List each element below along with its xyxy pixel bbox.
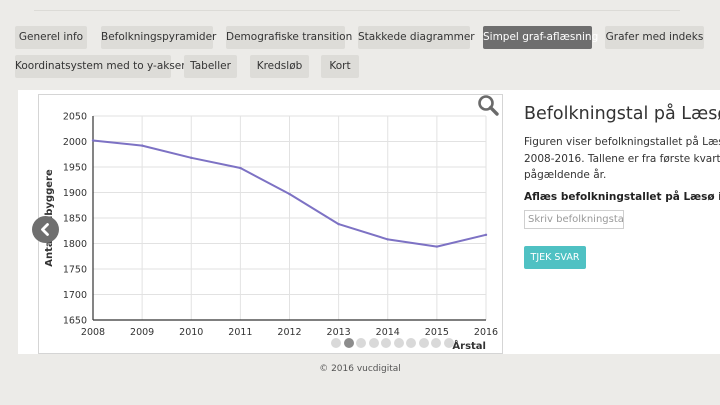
nav-grafer-med-indeks-button[interactable]: Grafer med indeks: [605, 26, 704, 49]
carousel-dot[interactable]: [443, 338, 454, 348]
nav-tabeller-button[interactable]: Tabeller: [184, 55, 237, 78]
data-point: [435, 245, 439, 248]
nav-demografiske-transition-button[interactable]: Demografiske transition: [226, 26, 352, 49]
nav-simpel-graf-aflaesning-button[interactable]: Simpel graf-aflæsning: [483, 26, 598, 49]
x-tick-label: 2015: [425, 327, 449, 338]
carousel-dot[interactable]: [393, 338, 404, 348]
side-description-line: pågældende år.: [524, 169, 607, 181]
x-tick-label: 2009: [130, 327, 154, 338]
data-point: [91, 139, 95, 142]
x-tick-label: 2016: [474, 327, 498, 338]
footer-copyright: © 2016 vucdigital: [319, 364, 401, 374]
x-axis-label: Årstal: [452, 339, 486, 352]
side-description: Figuren viser befolkningstallet på Læsø …: [524, 134, 720, 184]
x-tick-label: 2008: [81, 327, 105, 338]
y-tick-label: 1850: [63, 214, 87, 225]
data-point: [239, 166, 242, 170]
side-description-line: 2008-2016. Tallene er fra første kvartal…: [524, 152, 720, 165]
magnifier-icon: [478, 95, 499, 116]
y-tick-label: 1700: [63, 290, 87, 301]
y-tick-label: 1950: [63, 163, 87, 174]
y-tick-label: 1900: [63, 188, 87, 199]
chart-frame: 1650 1700 1750 1800 1850 1900 1950 2000 2050 2008…: [38, 94, 503, 354]
question-text: Aflæs befolkningstallet på Læsø i 2011.: [524, 191, 720, 203]
nav-koordinatsystem-button[interactable]: Koordinatsystem med to y-akser: [15, 55, 186, 78]
check-answer-button[interactable]: TJEK SVAR: [524, 246, 586, 269]
x-tick-label: 2013: [327, 327, 351, 338]
carousel-dot[interactable]: [381, 338, 391, 348]
data-point: [140, 144, 144, 147]
answer-input[interactable]: [524, 210, 624, 229]
y-tick-label: 2050: [63, 112, 87, 123]
data-point: [337, 222, 340, 226]
x-tick-label: 2011: [228, 327, 252, 338]
carousel-dot[interactable]: [368, 338, 379, 348]
population-line-chart: 1650 1700 1750 1800 1850 1900 1950 2000 2050 2008…: [44, 112, 498, 353]
zoom-button[interactable]: [477, 94, 501, 118]
carousel-dot[interactable]: [431, 338, 441, 348]
carousel-dot[interactable]: [343, 338, 354, 348]
x-tick-label: 2010: [179, 327, 203, 338]
data-point: [386, 238, 389, 241]
nav-befolkningspyramider-button[interactable]: Befolkningspyramider: [101, 26, 216, 49]
nav-generel-info-button[interactable]: Generel info: [15, 26, 87, 49]
carousel-dot[interactable]: [418, 338, 429, 348]
y-tick-label: 1650: [63, 316, 87, 327]
carousel-dot[interactable]: [331, 338, 341, 348]
x-tick-label: 2012: [277, 327, 301, 338]
previous-slide-button[interactable]: [32, 216, 59, 243]
nav-kredsloeb-button[interactable]: Kredsløb: [250, 55, 309, 78]
y-tick-label: 1800: [63, 239, 87, 250]
side-title: Befolkningstal på Læsø: [524, 104, 720, 124]
data-point: [288, 192, 291, 196]
carousel-dot[interactable]: [406, 338, 416, 348]
side-description-line: Figuren viser befolkningstallet på Læsø …: [524, 136, 720, 148]
y-tick-label: 1750: [63, 265, 87, 276]
data-point: [484, 233, 488, 237]
carousel-dot[interactable]: [356, 338, 366, 348]
data-point: [190, 156, 193, 160]
x-tick-label: 2014: [376, 327, 400, 338]
chevron-left-icon: [41, 223, 49, 236]
y-tick-label: 2000: [63, 137, 87, 148]
nav-stakkede-diagrammer-button[interactable]: Stakkede diagrammer: [358, 26, 475, 49]
nav-kort-button[interactable]: Kort: [321, 55, 359, 78]
top-divider: [34, 10, 680, 11]
